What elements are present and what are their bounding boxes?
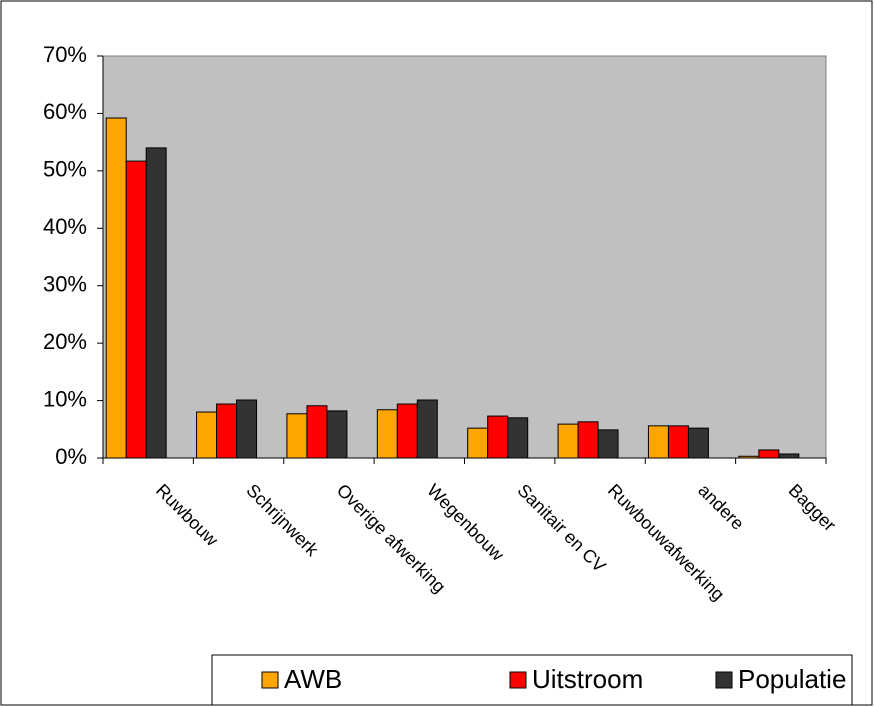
legend-label: Uitstroom (532, 664, 643, 694)
legend-label: AWB (284, 664, 342, 694)
bar (376, 409, 398, 459)
bar (557, 423, 579, 459)
y-tick-label: 30% (43, 272, 87, 297)
y-tick-label: 40% (43, 214, 87, 239)
y-tick-label: 10% (43, 386, 87, 411)
bar (416, 399, 438, 459)
bar (105, 117, 127, 459)
y-tick-label: 20% (43, 329, 87, 354)
bar (647, 425, 669, 459)
bar (396, 403, 418, 459)
bar (306, 405, 328, 459)
bar (758, 449, 780, 459)
bar (487, 415, 509, 459)
bar (597, 429, 619, 459)
bar (326, 410, 348, 459)
bar (196, 411, 218, 459)
bar (467, 427, 489, 459)
bar (507, 417, 529, 459)
y-tick-label: 70% (43, 42, 87, 67)
bar (738, 455, 760, 459)
legend-swatch (261, 671, 279, 689)
bar (687, 427, 709, 459)
bar (216, 403, 238, 459)
bar (286, 413, 308, 459)
bar (577, 421, 599, 459)
bar (778, 453, 800, 459)
y-tick-label: 0% (55, 444, 87, 469)
legend-label: Populatie (738, 664, 846, 694)
plot-area (102, 55, 827, 459)
y-tick-label: 60% (43, 99, 87, 124)
legend-swatch (509, 671, 527, 689)
bar (236, 399, 258, 459)
bar (667, 425, 689, 459)
bar (125, 160, 147, 459)
legend-box (211, 654, 853, 706)
legend-swatch (715, 671, 733, 689)
bar (145, 147, 167, 459)
y-tick-label: 50% (43, 157, 87, 182)
